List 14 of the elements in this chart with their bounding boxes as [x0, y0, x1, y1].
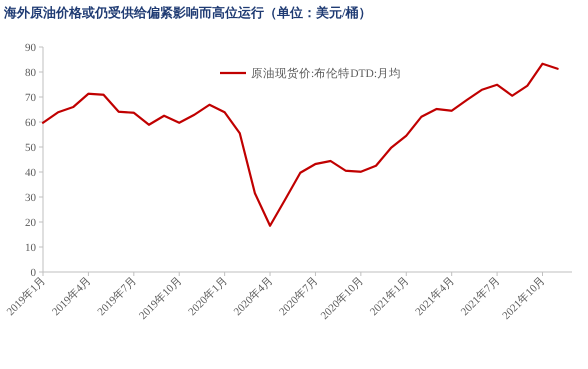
y-tick-label: 50 — [25, 142, 36, 154]
y-tick-label: 40 — [25, 167, 36, 179]
legend-label: 原油现货价:布伦特DTD:月均 — [251, 67, 402, 80]
chart-title: 海外原油价格或仍受供给偏紧影响而高位运行（单位：美元/桶） — [3, 5, 372, 20]
y-tick-label: 0 — [30, 267, 36, 279]
y-tick-label: 60 — [25, 117, 36, 129]
x-tick-label: 2021年1月 — [368, 274, 412, 318]
y-tick-label: 70 — [25, 92, 36, 104]
y-tick-label: 10 — [25, 242, 36, 254]
line-series — [42, 62, 559, 227]
y-tick-label: 30 — [25, 192, 36, 204]
y-tick-label: 80 — [25, 67, 36, 79]
y-tick-label: 20 — [25, 217, 36, 229]
y-tick-label: 90 — [25, 42, 36, 54]
